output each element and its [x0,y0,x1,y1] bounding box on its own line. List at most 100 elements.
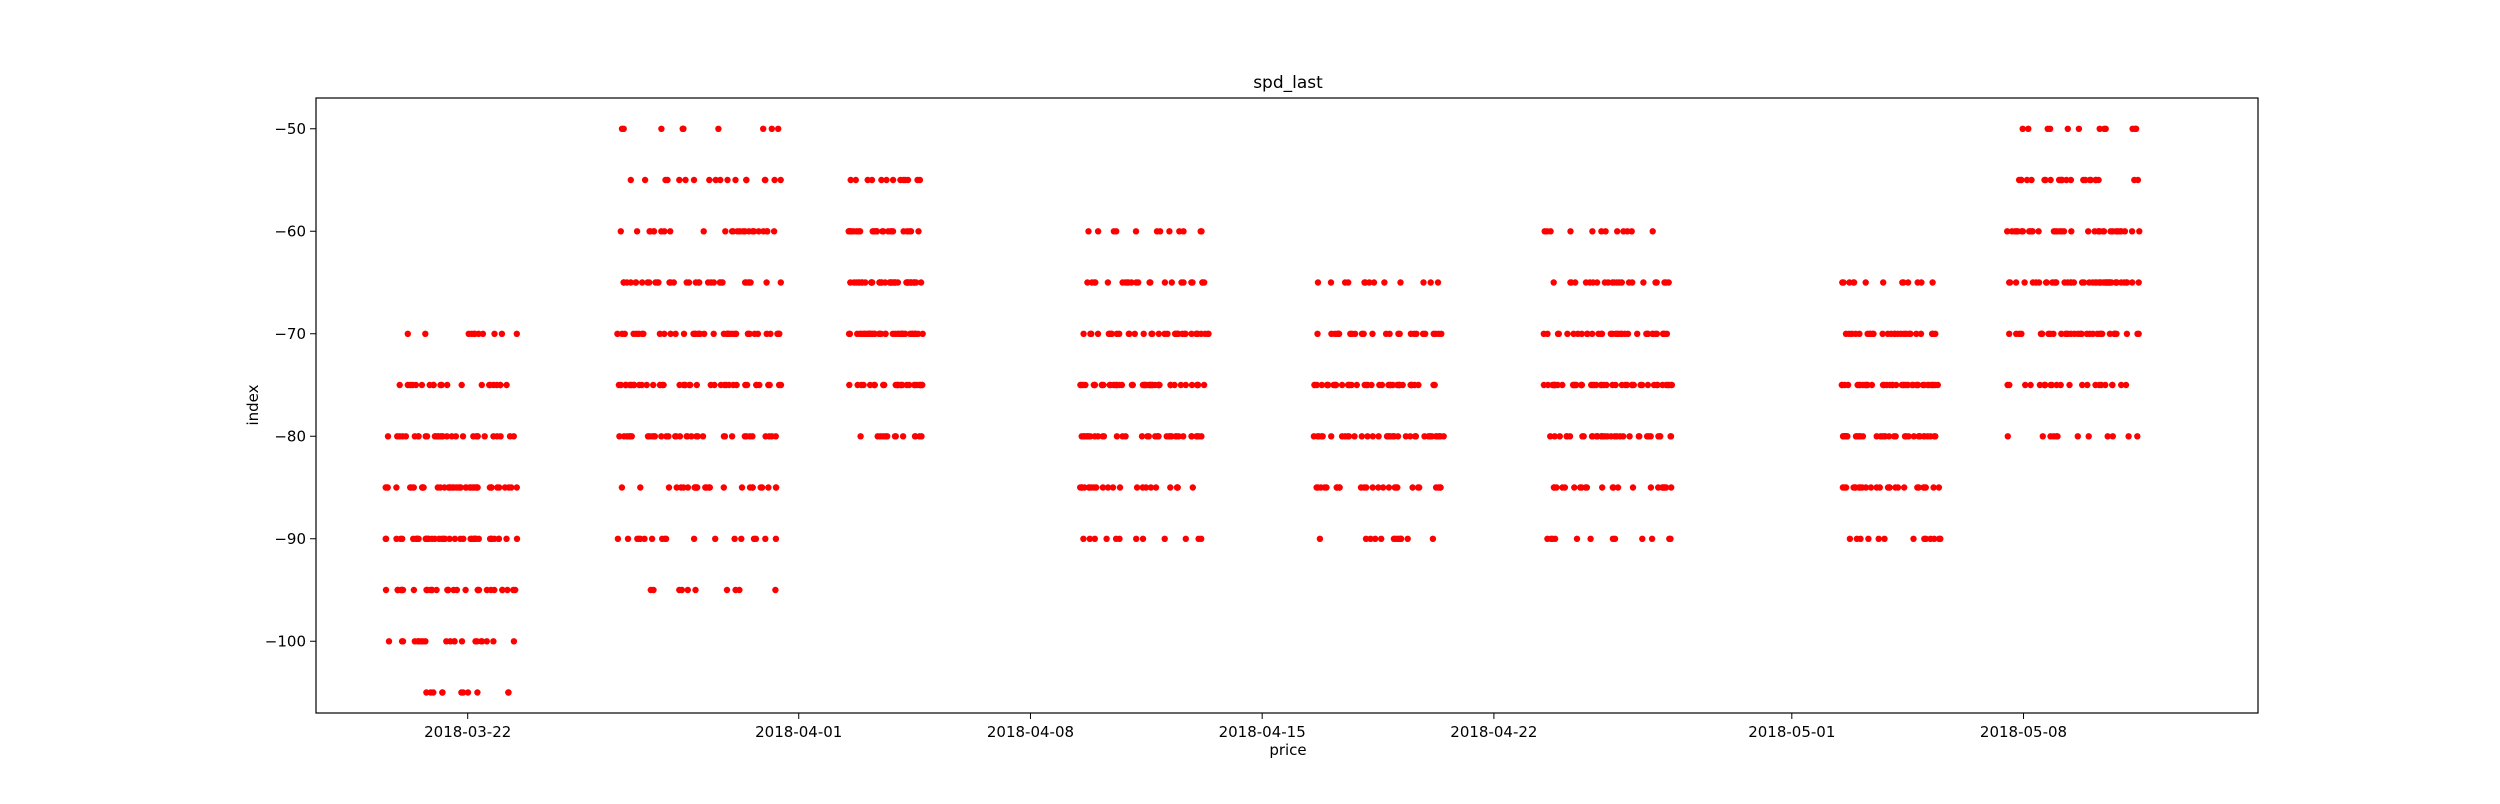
data-point [1584,330,1591,337]
data-point [1640,279,1647,286]
data-point [2102,381,2109,389]
data-point [728,433,736,440]
data-point [915,228,922,235]
data-point [1333,484,1341,491]
data-point [1328,433,1335,440]
data-point [1086,535,1094,542]
data-point [1665,381,1672,389]
data-point [900,176,907,184]
data-point [451,535,459,542]
data-point [2104,433,2111,440]
data-point [2104,279,2112,286]
data-point [2136,228,2143,235]
data-point [496,484,503,491]
scatter-points [382,125,2143,696]
data-point [772,535,780,542]
data-point [770,228,778,235]
data-point [1189,484,1197,491]
data-point [855,279,862,286]
data-point [1328,330,1335,337]
data-point [1616,433,1624,440]
data-point [2042,279,2050,286]
data-point [1085,228,1092,235]
data-point [1875,535,1882,542]
data-point [1550,279,1557,286]
data-point [1375,484,1382,491]
data-point [720,484,727,491]
data-point [1928,381,1935,389]
data-point [1653,279,1660,286]
data-point [394,433,401,440]
data-point [854,330,861,337]
data-point [1846,330,1853,337]
data-point [1122,433,1129,440]
data-point [676,381,683,389]
data-point [2006,330,2013,337]
data-point [1551,484,1558,491]
data-point [1550,381,1557,389]
data-point [2102,125,2109,132]
data-point [458,638,466,645]
data-point [1193,330,1200,337]
data-point [889,330,896,337]
data-point [1387,381,1394,389]
data-point [1090,381,1098,389]
data-point [423,689,430,696]
data-point [878,176,885,184]
data-point [1199,279,1206,286]
data-point [1547,433,1554,440]
data-point [1589,279,1597,286]
data-point [1148,330,1155,337]
data-point [1597,381,1605,389]
data-point [777,279,784,286]
data-point [775,125,782,132]
data-point [633,228,641,235]
data-point [1900,381,1907,389]
data-point [1551,433,1558,440]
data-point [472,638,479,645]
data-point [1366,279,1373,286]
data-point [417,638,425,645]
data-point [1609,279,1616,286]
data-point [2118,279,2125,286]
data-point [1193,381,1201,389]
data-point [2047,176,2054,184]
data-point [1567,228,1574,235]
data-point [2091,228,2098,235]
data-point [399,433,406,440]
data-point [1182,330,1189,337]
data-point [662,535,670,542]
data-point [684,484,692,491]
data-point [1653,330,1661,337]
data-point [1544,330,1551,337]
data-point [1626,433,1633,440]
data-point [1194,433,1201,440]
data-point [667,330,674,337]
data-point [483,586,491,594]
data-point [2027,381,2034,389]
data-point [473,484,480,491]
data-point [699,433,707,440]
data-point [1174,484,1181,491]
data-point [775,381,783,389]
data-point [695,330,702,337]
data-point [1668,484,1675,491]
chart-title: spd_last [1253,73,1323,93]
data-point [2109,433,2116,440]
data-point [706,176,713,184]
data-point [1659,381,1666,389]
data-point [418,381,426,389]
data-point [680,330,688,337]
data-point [753,381,760,389]
data-point [763,330,770,337]
data-point [1616,279,1623,286]
data-point [904,279,911,286]
data-point [1589,330,1596,337]
data-point [664,176,671,184]
data-point [444,586,451,594]
data-point [1430,330,1437,337]
data-point [749,228,757,235]
data-point [457,535,464,542]
data-point [1416,484,1423,491]
